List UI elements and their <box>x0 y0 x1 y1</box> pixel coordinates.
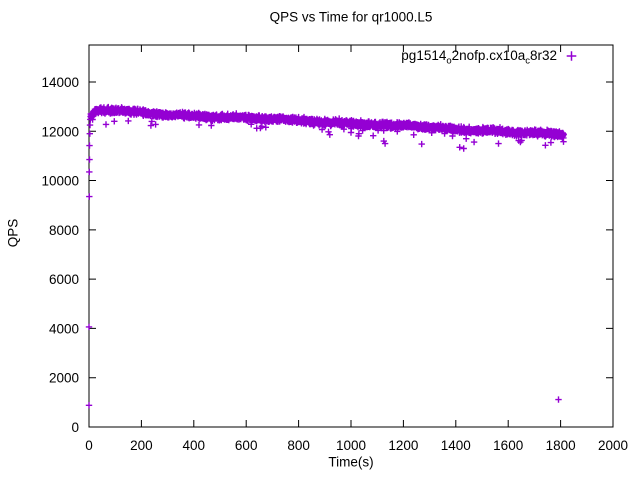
chart-title: QPS vs Time for qr1000.L5 <box>269 9 433 25</box>
data-points <box>85 103 567 409</box>
x-tick-label: 1600 <box>493 438 523 453</box>
legend-label-subscript: c <box>525 55 530 67</box>
y-tick-label: 4000 <box>49 321 79 336</box>
legend-series-label: pg1514o2nofp.cx10ac8r32 <box>401 48 557 66</box>
plot-border <box>88 44 614 428</box>
y-tick-label: 0 <box>71 420 79 435</box>
legend-label-text: 8r32 <box>529 48 557 63</box>
x-tick-label: 400 <box>183 438 206 453</box>
axis-ticks <box>88 45 614 428</box>
y-tick-label: 8000 <box>49 223 79 238</box>
x-tick-label: 1400 <box>441 438 471 453</box>
x-tick-label: 600 <box>235 438 258 453</box>
x-tick-label: 1800 <box>546 438 576 453</box>
x-tick-label: 1000 <box>336 438 366 453</box>
y-tick-label: 14000 <box>41 75 79 90</box>
x-axis-label: Time(s) <box>328 454 374 470</box>
y-tick-label: 10000 <box>41 174 79 189</box>
x-tick-label: 1200 <box>388 438 418 453</box>
x-tick-label: 0 <box>85 438 93 453</box>
legend-entry: pg1514o2nofp.cx10ac8r32 <box>401 48 557 66</box>
legend-marker-icon <box>566 51 577 61</box>
legend-label-text: 2nofp.cx10a <box>451 48 526 63</box>
legend-label-text: pg1514 <box>401 48 447 63</box>
y-tick-label: 12000 <box>41 124 79 139</box>
x-tick-label: 2000 <box>598 438 628 453</box>
y-tick-label: 2000 <box>49 371 79 386</box>
y-tick-label: 6000 <box>49 272 79 287</box>
legend-label-subscript: o <box>446 55 452 67</box>
x-tick-label: 800 <box>287 438 310 453</box>
x-tick-label: 200 <box>130 438 153 453</box>
